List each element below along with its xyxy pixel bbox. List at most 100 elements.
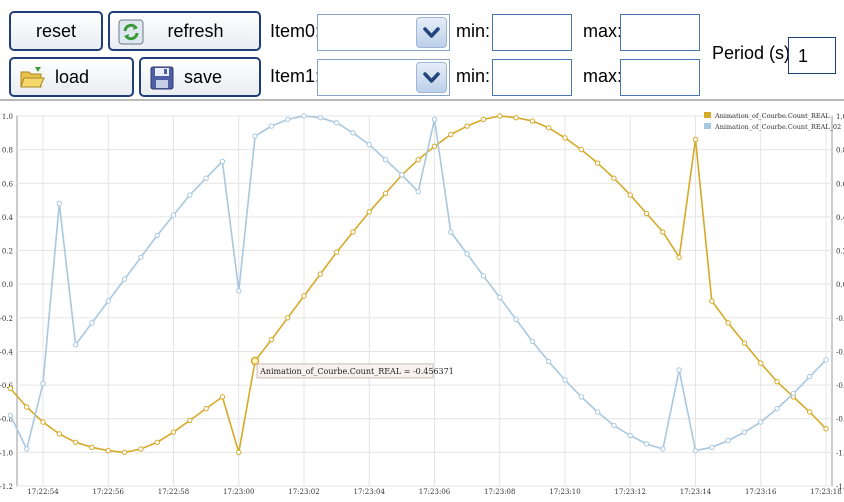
data-point[interactable]	[203, 175, 209, 181]
data-point[interactable]	[823, 426, 829, 432]
item0-max-field[interactable]	[620, 14, 700, 51]
data-point[interactable]	[464, 251, 470, 257]
data-point[interactable]	[252, 133, 258, 139]
data-point[interactable]	[643, 210, 650, 217]
reset-button[interactable]: reset	[9, 11, 103, 51]
data-point[interactable]	[823, 357, 829, 363]
data-point[interactable]	[692, 447, 699, 454]
data-point[interactable]	[170, 212, 177, 218]
data-point[interactable]	[72, 342, 79, 348]
data-point[interactable]	[219, 394, 226, 400]
data-point[interactable]	[121, 276, 128, 282]
data-point[interactable]	[448, 229, 454, 235]
data-point[interactable]	[219, 158, 226, 165]
save-button[interactable]: save	[139, 57, 261, 97]
data-point[interactable]	[806, 373, 813, 380]
data-point[interactable]	[594, 409, 601, 415]
item0-min-field[interactable]	[492, 14, 572, 51]
data-point[interactable]	[154, 232, 160, 239]
data-point[interactable]	[89, 444, 95, 451]
data-point[interactable]	[725, 437, 731, 444]
data-point[interactable]	[431, 116, 438, 123]
data-point[interactable]	[497, 294, 503, 301]
data-point[interactable]	[56, 200, 63, 207]
chart-area[interactable]: 1.0 1.0 0.8 0.8 0.6 0.6 0.4 0.4 0.2 0.2 0.0 0.0 -0.2…	[0, 101, 844, 497]
data-point[interactable]	[676, 254, 682, 260]
data-point[interactable]	[594, 160, 601, 166]
data-point[interactable]	[790, 390, 797, 397]
data-point[interactable]	[105, 447, 111, 454]
data-point[interactable]	[40, 419, 46, 425]
period-field[interactable]: 1	[788, 37, 836, 74]
data-point[interactable]	[480, 273, 487, 279]
data-point[interactable]	[578, 146, 585, 153]
data-point[interactable]	[692, 136, 699, 143]
data-point[interactable]	[448, 131, 454, 138]
data-point[interactable]	[382, 157, 389, 163]
data-point[interactable]	[415, 188, 421, 195]
data-point[interactable]	[676, 367, 682, 373]
data-point[interactable]	[333, 249, 340, 255]
data-point[interactable]	[513, 316, 519, 323]
data-point[interactable]	[23, 446, 30, 452]
data-point[interactable]	[529, 118, 536, 124]
data-point[interactable]	[660, 446, 666, 452]
data-point[interactable]	[317, 271, 324, 277]
item1-dropdown-button[interactable]	[416, 62, 447, 93]
data-point[interactable]	[480, 116, 487, 123]
data-point[interactable]	[284, 315, 291, 321]
data-point[interactable]	[627, 192, 633, 198]
data-point[interactable]	[317, 114, 324, 121]
data-point[interactable]	[774, 405, 780, 412]
data-point[interactable]	[23, 404, 30, 410]
data-point[interactable]	[545, 358, 552, 365]
data-point[interactable]	[350, 130, 356, 136]
data-point[interactable]	[545, 125, 552, 131]
data-point[interactable]	[611, 175, 617, 181]
load-button[interactable]: load	[9, 57, 134, 97]
data-point[interactable]	[268, 336, 275, 343]
data-point[interactable]	[627, 432, 633, 439]
highlighted-point[interactable]	[250, 356, 260, 366]
data-point[interactable]	[741, 429, 748, 435]
item1-max-field[interactable]	[620, 59, 700, 96]
data-point[interactable]	[562, 377, 568, 383]
data-point[interactable]	[513, 114, 519, 121]
data-point[interactable]	[40, 380, 46, 387]
data-point[interactable]	[497, 113, 503, 119]
data-point[interactable]	[138, 254, 144, 260]
data-point[interactable]	[399, 172, 405, 178]
item0-select[interactable]	[317, 14, 450, 51]
data-point[interactable]	[121, 449, 128, 456]
data-point[interactable]	[236, 449, 242, 456]
item1-select[interactable]	[317, 59, 450, 96]
data-point[interactable]	[660, 229, 666, 235]
data-point[interactable]	[56, 431, 63, 437]
data-point[interactable]	[643, 441, 650, 447]
data-point[interactable]	[806, 409, 813, 415]
data-point[interactable]	[236, 288, 242, 294]
data-point[interactable]	[578, 394, 585, 400]
data-point[interactable]	[529, 338, 536, 345]
data-point[interactable]	[611, 422, 617, 429]
data-point[interactable]	[187, 417, 193, 424]
data-point[interactable]	[301, 113, 307, 119]
data-point[interactable]	[301, 293, 307, 299]
data-point[interactable]	[758, 419, 764, 425]
data-point[interactable]	[284, 116, 291, 123]
data-point[interactable]	[105, 298, 111, 304]
data-point[interactable]	[7, 412, 14, 419]
data-point[interactable]	[774, 379, 780, 385]
data-point[interactable]	[758, 360, 764, 366]
data-point[interactable]	[709, 298, 715, 304]
data-point[interactable]	[268, 123, 275, 129]
data-point[interactable]	[741, 340, 748, 346]
data-point[interactable]	[725, 320, 731, 326]
line-chart[interactable]: 1.0 1.0 0.8 0.8 0.6 0.6 0.4 0.4 0.2 0.2 0.0 0.0 -0.2…	[0, 101, 844, 497]
data-point[interactable]	[203, 405, 209, 412]
data-point[interactable]	[366, 209, 372, 215]
data-point[interactable]	[350, 229, 356, 235]
data-point[interactable]	[382, 190, 389, 197]
refresh-button[interactable]: refresh	[108, 11, 261, 51]
data-point[interactable]	[154, 439, 160, 445]
